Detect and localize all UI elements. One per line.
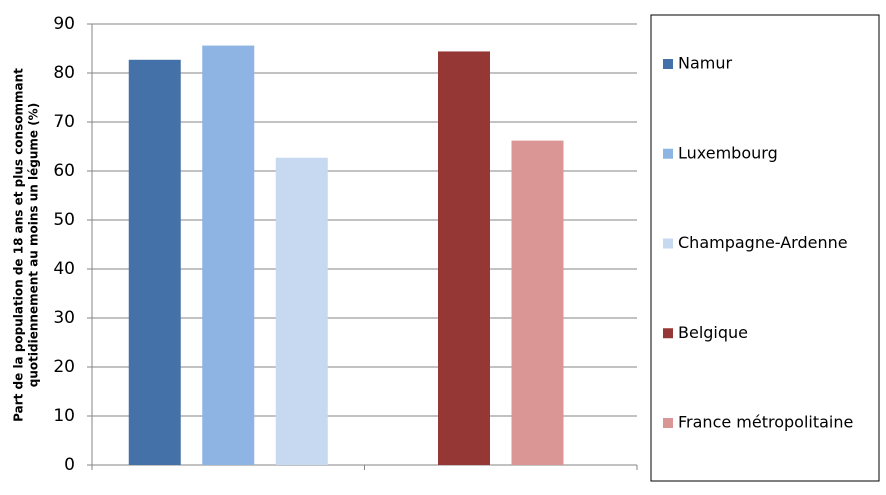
legend-swatch [663,148,673,159]
legend-swatch [663,238,673,249]
y-tick-label: 60 [53,161,75,181]
legend-swatch [663,328,673,339]
legend-swatch [663,418,673,428]
y-axis-title: Part de la population de 18 ans et plus … [12,68,41,422]
y-tick-label: 90 [53,14,75,34]
y-tick-label: 0 [64,455,75,475]
y-tick-label: 80 [53,63,75,83]
legend-label: Belgique [678,323,748,342]
bar [438,51,490,465]
legend-label: Luxembourg [678,143,778,162]
y-tick-label: 40 [53,259,75,279]
y-tick-label: 30 [53,308,75,328]
y-axis-title-line: quotidiennement au moins un légume (%) [27,103,41,387]
bar [275,157,328,465]
y-axis-title-line: Part de la population de 18 ans et plus … [12,68,26,422]
legend-label: Champagne-Ardenne [678,233,848,252]
bar [202,45,255,466]
y-tick-label: 50 [53,210,75,230]
legend-box [650,14,880,482]
legend-label: France métropolitaine [678,413,853,432]
legend-label: Namur [678,54,733,73]
bar [511,140,564,465]
bar [128,59,181,466]
y-tick-label: 10 [53,406,75,426]
y-tick-label: 20 [53,357,75,377]
legend-swatch [663,59,673,69]
y-tick-label: 70 [53,112,75,132]
